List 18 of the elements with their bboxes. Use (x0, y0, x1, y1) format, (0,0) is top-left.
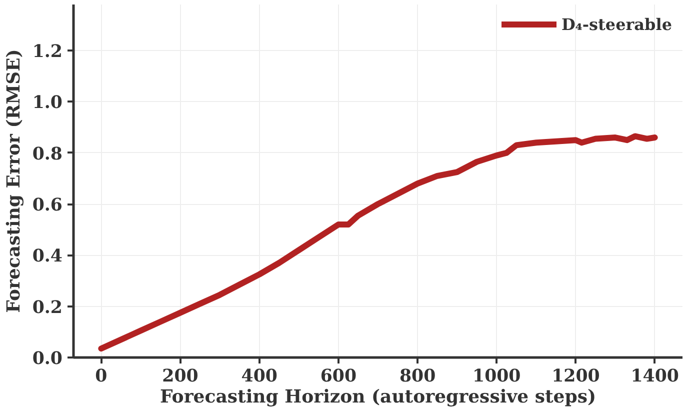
x-tick-label: 200 (162, 366, 198, 386)
y-tick-label: 0.2 (32, 298, 63, 318)
y-tick-label: 1.2 (32, 42, 63, 62)
y-tick-label: 0.6 (32, 196, 63, 216)
x-tick-label: 600 (320, 366, 357, 386)
x-tick-label: 1200 (552, 366, 600, 386)
x-tick-label: 400 (241, 366, 278, 386)
x-tick-label: 1400 (630, 366, 679, 386)
x-tick-label: 800 (399, 366, 436, 386)
y-axis-title: Forecasting Error (RMSE) (3, 49, 24, 313)
y-tick-label: 1.0 (32, 93, 63, 114)
x-tick-label: 0 (95, 366, 108, 386)
legend-label: D₄-steerable (561, 14, 672, 34)
y-tick-label: 0.4 (32, 246, 63, 267)
y-tick-label: 0.8 (32, 144, 63, 164)
y-tick-label: 0.0 (32, 349, 63, 369)
x-tick-label: 1000 (472, 366, 521, 386)
x-axis-title: Forecasting Horizon (autoregressive steps) (160, 386, 596, 408)
